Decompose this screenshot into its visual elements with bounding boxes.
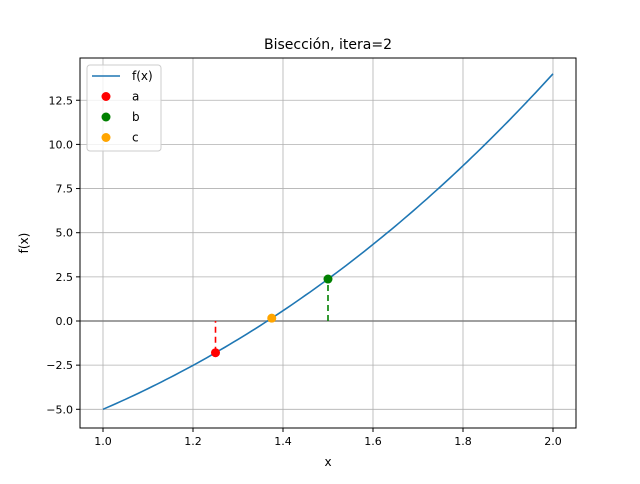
y-axis-label: f(x)	[17, 233, 31, 254]
y-tick-label: −2.5	[46, 359, 73, 372]
y-tick-label: 5.0	[56, 227, 74, 240]
x-tick-label: 1.6	[364, 435, 382, 448]
x-tick-label: 1.4	[274, 435, 292, 448]
y-tick-label: 7.5	[56, 183, 74, 196]
legend-label: c	[132, 131, 139, 145]
x-axis-label: x	[324, 455, 331, 469]
y-tick-label: 10.0	[49, 138, 74, 151]
legend-label: a	[132, 90, 139, 104]
plot-area	[80, 73, 576, 411]
axes-frame	[79, 57, 577, 429]
legend-box	[86, 64, 162, 152]
legend-marker-icon	[101, 112, 111, 122]
axis-ticks: 1.0 1.2 1.4 1.6 1.8 2.0 −5.0 −2.5 0.0 2.5 5.0 7.5 10…	[46, 94, 561, 448]
x-tick-label: 1.8	[454, 435, 472, 448]
legend: f(x) abc	[86, 64, 162, 152]
legend-label: b	[132, 110, 140, 124]
legend-label: f(x)	[132, 69, 153, 83]
y-tick-label: 2.5	[56, 271, 74, 284]
y-tick-label: 12.5	[49, 94, 74, 107]
x-tick-label: 1.2	[184, 435, 202, 448]
point-c	[267, 313, 277, 323]
fx-curve	[102, 73, 554, 411]
y-tick-label: 0.0	[56, 315, 74, 328]
legend-marker-icon	[101, 92, 111, 101]
y-tick-label: −5.0	[46, 403, 73, 416]
point-a	[211, 348, 220, 358]
grid	[80, 58, 576, 428]
x-tick-label: 2.0	[544, 435, 562, 448]
x-tick-label: 1.0	[94, 435, 112, 448]
legend-marker-icon	[101, 133, 111, 142]
point-b	[323, 274, 333, 284]
chart-title: Bisección, itera=2	[264, 37, 392, 53]
